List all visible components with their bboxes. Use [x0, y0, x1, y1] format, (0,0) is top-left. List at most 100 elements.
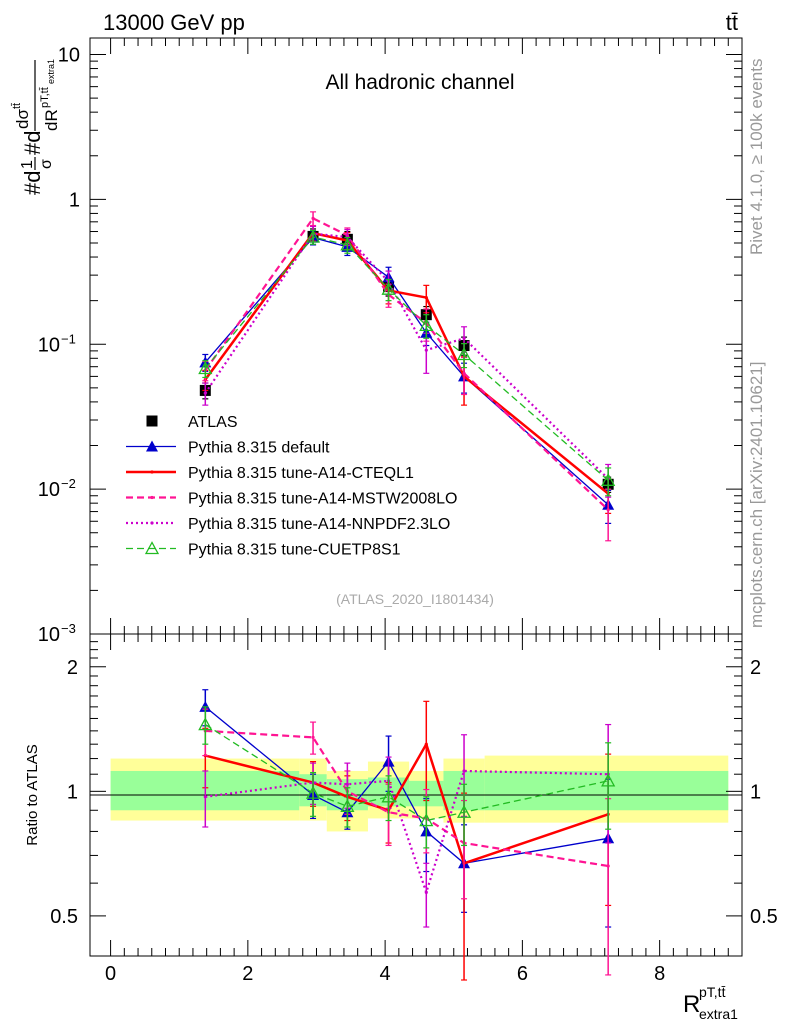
- rivet-label: Rivet 4.1.0, ≥ 100k events: [747, 59, 766, 255]
- main-data-point: [462, 371, 466, 375]
- svg-text:σ: σ: [38, 159, 55, 169]
- legend-label: Pythia 8.315 tune-A14-MSTW2008LO: [188, 491, 457, 508]
- ratio-series-1: [202, 700, 612, 981]
- ratio-data-point: [305, 785, 321, 799]
- main-data-point: [601, 472, 616, 486]
- svg-text:dR: dR: [42, 109, 61, 131]
- x-tick-label: 0: [105, 963, 116, 985]
- ratio-y-ticks: 2 2 1 1 0.5 0.5: [50, 633, 778, 957]
- ratio-data-point: [340, 798, 355, 812]
- main-series-4: [202, 225, 612, 498]
- ratio-y-tick-label: 2: [67, 657, 78, 679]
- svg-text:1: 1: [19, 160, 36, 169]
- ratio-series-2: [202, 708, 612, 976]
- legend-entry: Pythia 8.315 tune-A14-MSTW2008LO: [126, 491, 457, 508]
- ratio-y-tick-label: 0.5: [50, 906, 78, 928]
- ratio-data-point: [462, 769, 466, 773]
- ratio-frame: [89, 633, 743, 957]
- ratio-series: [198, 689, 616, 981]
- y-tick-exponent: −2: [61, 476, 76, 491]
- legend-label: ATLAS: [188, 414, 238, 431]
- energy-label: 13000 GeV pp: [103, 10, 245, 35]
- legend-entry: Pythia 8.315 tune-A14-CTEQL1: [126, 465, 414, 482]
- main-data-point: [198, 361, 213, 375]
- legend-label: Pythia 8.315 default: [188, 440, 330, 457]
- legend-entry: Pythia 8.315 tune-A14-NNPDF2.3LO: [126, 516, 450, 533]
- legend-entry: ATLAS: [146, 414, 238, 431]
- ratio-data-point: [198, 717, 213, 731]
- svg-text:extra1: extra1: [46, 59, 56, 84]
- legend-label: Pythia 8.315 tune-A14-NNPDF2.3LO: [188, 516, 450, 533]
- y-tick-exponent: −3: [61, 621, 76, 636]
- ratio-data-point: [419, 813, 434, 827]
- main-data-point: [419, 318, 434, 332]
- main-data-point: [203, 391, 207, 395]
- mcplots-label: mcplots.cern.ch [arXiv:2401.10621]: [747, 362, 766, 628]
- legend-marker: [144, 541, 160, 555]
- ratio-data-point: [606, 864, 610, 868]
- legend-marker: [146, 415, 158, 427]
- main-data-point: [305, 229, 321, 243]
- x-tick-label: 2: [242, 963, 253, 985]
- main-data-point: [456, 347, 472, 361]
- ratio-data-point: [381, 789, 396, 803]
- legend-label: Pythia 8.315 tune-A14-CTEQL1: [188, 465, 414, 482]
- svg-text:R: R: [683, 991, 700, 1018]
- legend-marker: [150, 495, 154, 500]
- y-tick-label: 10: [38, 479, 60, 501]
- main-data-point: [606, 508, 610, 512]
- ratio-panel: 2 2 1 1 0.5 0.5 0 2 4 6 8 Ratio to ATLAS R pT,tt̄…: [24, 38, 778, 1022]
- ratio-data-point: [203, 795, 207, 799]
- chart-title: All hadronic channel: [325, 71, 514, 94]
- legend-marker: [146, 440, 158, 452]
- ratio-data-point: [456, 804, 472, 818]
- y-tick-label: 10: [38, 334, 60, 356]
- x-tick-label: 6: [517, 963, 528, 985]
- ratio-series-4: [198, 706, 616, 849]
- svg-text:pT,tt̄: pT,tt̄: [699, 984, 726, 1000]
- y-tick-label: 10: [38, 624, 60, 646]
- x-tick-label: 8: [654, 963, 665, 985]
- legend-marker: [150, 521, 154, 525]
- legend-label: Pythia 8.315 tune-CUETP8S1: [188, 542, 401, 559]
- svg-text:pT,tt̄: pT,tt̄: [39, 87, 51, 108]
- ratio-data-point: [601, 773, 616, 787]
- svg-text:tt̄: tt̄: [11, 103, 23, 109]
- main-data-point: [311, 216, 315, 220]
- main-data-point: [340, 237, 355, 251]
- ratio-data-point: [345, 782, 349, 786]
- main-series: [198, 211, 616, 542]
- analysis-watermark: (ATLAS_2020_I1801434): [336, 591, 494, 607]
- x-tick-label: 4: [380, 963, 391, 985]
- x-axis-label: R pT,tt̄ extra1: [683, 984, 738, 1022]
- legend-marker: [150, 470, 154, 474]
- ratio-y-tick-label: 1: [67, 781, 78, 803]
- x-ticks: 0 2 4 6 8: [105, 38, 729, 985]
- svg-text:dσ: dσ: [13, 109, 32, 129]
- ratio-y-tick-label-right: 1: [750, 781, 761, 803]
- ratio-data-point: [311, 735, 315, 739]
- legend-entry: Pythia 8.315 default: [126, 440, 330, 457]
- y-tick-label: 10: [58, 45, 80, 67]
- main-data-point: [462, 336, 466, 340]
- main-data-point: [424, 348, 428, 352]
- y-tick-label: 1: [69, 189, 80, 211]
- legend-entry: Pythia 8.315 tune-CUETP8S1: [126, 541, 401, 559]
- main-y-axis-label: #d 1 σ #d dσ tt̄ dR pT,tt̄ extra1: [11, 59, 61, 195]
- svg-text:extra1: extra1: [699, 1006, 738, 1022]
- y-tick-exponent: −1: [61, 331, 76, 346]
- ratio-data-point: [424, 890, 428, 894]
- ratio-y-tick-label-right: 0.5: [750, 906, 778, 928]
- ratio-y-tick-label-right: 2: [750, 657, 761, 679]
- ratio-data-point: [424, 742, 428, 746]
- main-series-5: [198, 229, 616, 497]
- main-data-point: [424, 295, 428, 300]
- main-data-point: [381, 281, 396, 295]
- legend: ATLAS Pythia 8.315 default Pythia 8.315 tu…: [126, 414, 457, 559]
- svg-text:#d: #d: [20, 171, 45, 195]
- svg-text:#d: #d: [20, 131, 45, 155]
- ratio-y-axis-label: Ratio to ATLAS: [24, 744, 41, 845]
